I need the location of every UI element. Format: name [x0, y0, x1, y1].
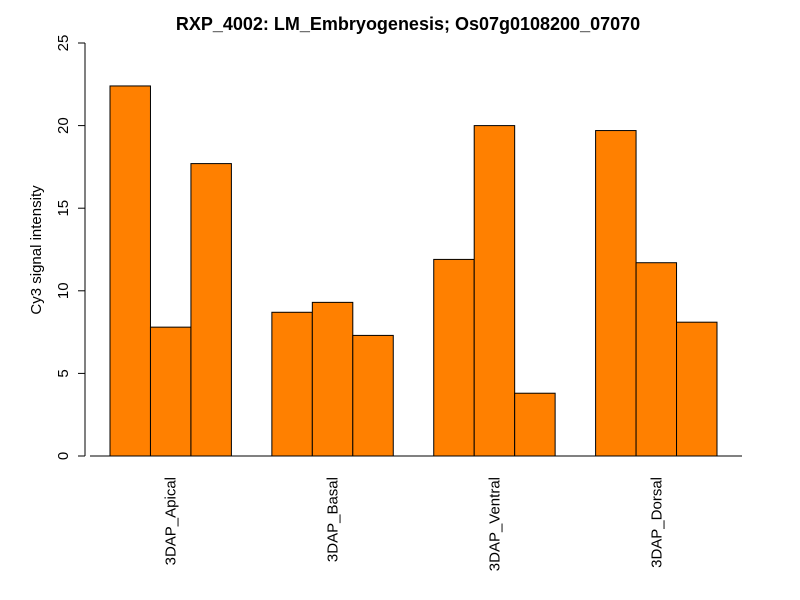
y-tick-label: 10 — [55, 282, 72, 299]
bar — [595, 130, 637, 457]
x-tick-label: 3DAP_Basal — [325, 477, 342, 562]
bar — [149, 326, 192, 457]
bar — [514, 392, 556, 457]
bars — [109, 85, 718, 457]
y-tick-label: 25 — [55, 35, 72, 52]
y-axis: 0 5 10 15 20 25 — [55, 35, 86, 460]
x-tick-label: 3DAP_Apical — [163, 477, 180, 565]
y-axis-label: Cy3 signal intensity — [28, 185, 45, 315]
y-tick-label: 15 — [55, 200, 72, 217]
bar — [271, 311, 313, 457]
bar — [473, 125, 516, 457]
x-tick-label: 3DAP_Dorsal — [648, 477, 665, 568]
bar — [352, 334, 394, 457]
bar — [190, 163, 232, 457]
bar — [311, 301, 354, 457]
y-tick-label: 5 — [55, 369, 72, 377]
y-tick-label: 20 — [55, 117, 72, 134]
x-axis-labels: 3DAP_Apical 3DAP_Basal 3DAP_Ventral 3DAP_Do… — [163, 477, 666, 571]
bar — [635, 262, 678, 457]
y-tick-label: 0 — [55, 452, 72, 460]
x-tick-label: 3DAP_Ventral — [486, 477, 503, 571]
bar — [109, 85, 151, 457]
chart-title: RXP_4002: LM_Embryogenesis; Os07g0108200… — [176, 14, 640, 34]
bar — [676, 321, 718, 457]
bar — [433, 258, 475, 457]
